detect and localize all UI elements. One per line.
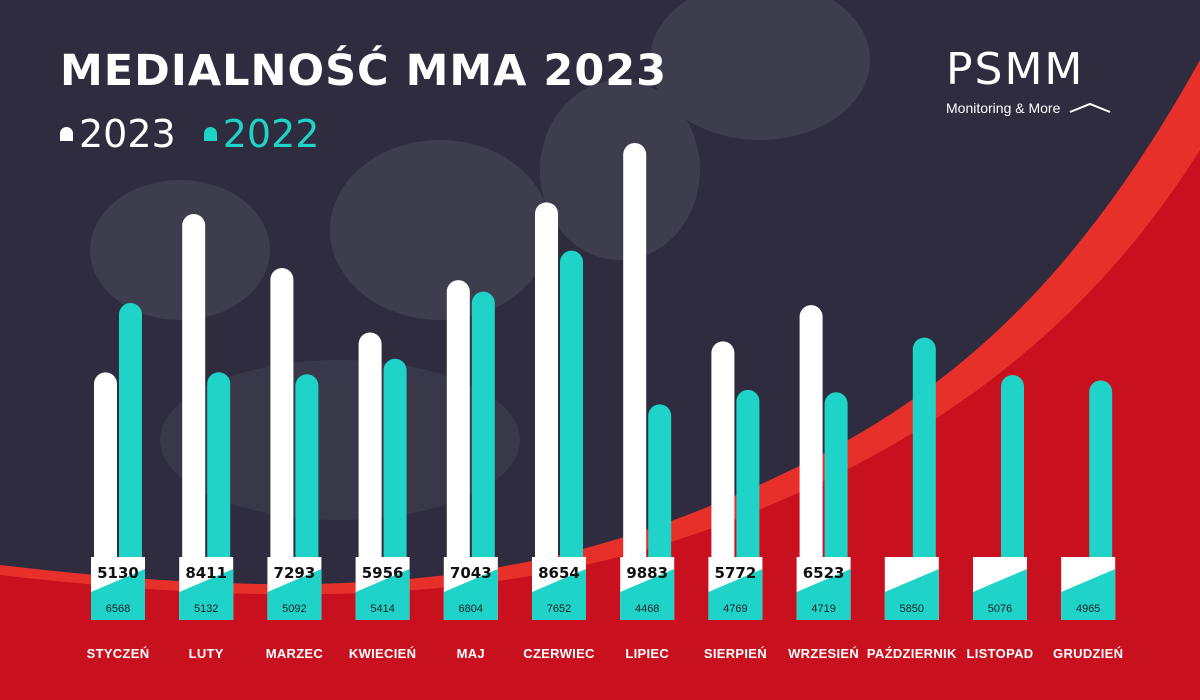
x-tick-label: KWIECIEŃ [349, 646, 416, 661]
x-tick-label: PAŹDZIERNIK [867, 646, 957, 661]
value-tag-accent [91, 569, 145, 620]
data-label-2023: 9883 [626, 564, 668, 582]
data-label-2022: 6804 [459, 603, 483, 615]
data-label-2023: 5130 [97, 564, 139, 582]
legend-item-2023: 2023 [60, 112, 176, 156]
x-tick-label: MAJ [457, 646, 485, 661]
bar-2022 [119, 302, 142, 620]
data-label-2023: 6523 [803, 564, 845, 582]
x-tick-label: SIERPIEŃ [704, 646, 767, 661]
data-label-2022: 5414 [370, 603, 394, 615]
bar-2022 [471, 291, 495, 620]
bar-2023 [799, 305, 823, 620]
legend-label-2022: 2022 [222, 112, 320, 156]
data-label-2022: 4468 [635, 603, 659, 615]
data-label-2023: 8411 [185, 564, 227, 582]
x-tick-label: CZERWIEC [523, 646, 595, 661]
value-tag-accent [267, 569, 322, 620]
bar-2023 [358, 332, 382, 620]
legend-label-2023: 2023 [79, 112, 176, 156]
bar-2023 [535, 202, 558, 620]
data-label-2022: 5092 [282, 603, 306, 615]
data-label-2022: 5132 [194, 603, 218, 615]
legend: 2023 2022 [60, 112, 319, 156]
data-label-2023: 7293 [274, 564, 316, 582]
data-label-2022: 4965 [1076, 603, 1100, 615]
x-tick-label: MARZEC [266, 646, 324, 661]
value-tag-accent [179, 569, 234, 620]
value-tag-accent [443, 569, 498, 620]
data-label-2022: 7652 [547, 603, 571, 615]
bar-2023 [711, 341, 735, 620]
legend-item-2022: 2022 [203, 112, 320, 156]
data-label-2022: 6568 [106, 603, 130, 615]
value-tag-accent [796, 569, 851, 620]
data-label-2022: 5076 [988, 603, 1012, 615]
data-label-2023: 8654 [538, 564, 580, 582]
data-label-2023: 7043 [450, 564, 492, 582]
roof-icon [1070, 102, 1111, 113]
x-tick-label: LISTOPAD [967, 646, 1034, 661]
bar-2023 [623, 143, 647, 620]
chart-title: MEDIALNOŚĆ MMA 2023 [60, 46, 668, 96]
brand-name: PSMM [946, 44, 1085, 95]
x-tick-label: GRUDZIEŃ [1053, 646, 1123, 661]
legend-marker-2023 [60, 127, 73, 141]
data-label-2023: 5772 [715, 564, 757, 582]
data-label-2022: 4719 [811, 603, 835, 615]
value-tag-accent [884, 569, 939, 620]
x-tick-label: LIPIEC [625, 646, 669, 661]
brand-tagline-row: Monitoring & More [946, 100, 1112, 116]
fighter-photo-silhouette [90, 0, 870, 520]
bar-2023 [446, 280, 470, 620]
value-tag-accent [1061, 569, 1116, 620]
bar-2023 [270, 268, 294, 620]
value-tag-accent [355, 569, 410, 620]
x-tick-label: LUTY [189, 646, 224, 661]
bar-2022 [912, 337, 936, 620]
bar-2022 [383, 358, 407, 620]
brand-tagline: Monitoring & More [946, 100, 1061, 116]
data-label-2022: 4769 [723, 603, 747, 615]
data-label-2023: 5956 [362, 564, 404, 582]
brand-logo: PSMM Monitoring & More [946, 46, 1112, 116]
x-tick-label: STYCZEŃ [87, 646, 150, 661]
bar-2023 [182, 214, 206, 620]
data-label-2022: 5850 [900, 603, 924, 615]
legend-marker-2022 [203, 127, 217, 141]
value-tag-accent [532, 569, 586, 620]
x-tick-label: WRZESIEŃ [788, 646, 859, 661]
value-tag-accent [973, 569, 1027, 620]
value-tag-accent [708, 569, 763, 620]
value-tag-accent [620, 569, 675, 620]
bar-2022 [560, 250, 583, 621]
